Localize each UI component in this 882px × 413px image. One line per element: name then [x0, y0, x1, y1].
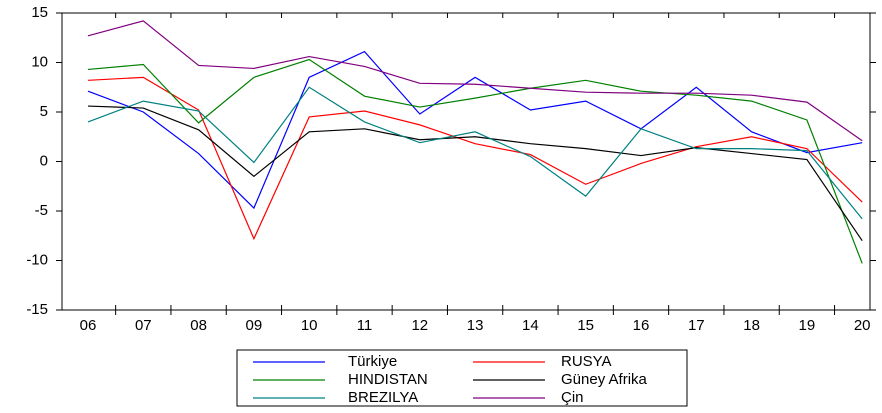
series-line — [87, 76, 863, 241]
x-tick-label: 14 — [522, 317, 539, 334]
x-tick-label: 11 — [357, 317, 373, 334]
x-tick-label: 12 — [411, 317, 428, 334]
x-tick-label: 13 — [467, 317, 484, 334]
plot-frame — [61, 12, 871, 311]
x-tick-label: 17 — [688, 317, 705, 334]
y-tick-label: 5 — [40, 103, 48, 120]
series-line — [87, 20, 863, 142]
legend-label: BREZILYA — [348, 389, 418, 406]
series-line — [87, 86, 863, 220]
x-tick-label: 16 — [633, 317, 650, 334]
x-tick-label: 07 — [135, 317, 152, 334]
x-tick-label: 08 — [190, 317, 207, 334]
series-line — [87, 50, 863, 210]
legend-label: RUSYA — [561, 353, 612, 370]
legend-box — [236, 349, 688, 407]
legend-label: Güney Afrika — [561, 371, 648, 388]
x-tick-label: 18 — [743, 317, 760, 334]
x-tick-label: 19 — [799, 317, 816, 334]
y-tick-label: 10 — [31, 53, 48, 70]
x-tick-label: 15 — [577, 317, 594, 334]
x-tick-label: 20 — [854, 317, 871, 334]
series-line — [87, 105, 863, 242]
y-tick-label: 15 — [31, 4, 48, 21]
series-line — [87, 58, 863, 264]
y-tick-label: -10 — [26, 251, 48, 268]
y-tick-label: -5 — [35, 202, 48, 219]
y-tick-label: -15 — [26, 301, 48, 318]
x-tick-label: 06 — [80, 317, 97, 334]
x-tick-label: 10 — [301, 317, 318, 334]
legend-label: Türkiye — [348, 353, 397, 370]
legend-label: Çin — [561, 389, 584, 406]
legend-label: HINDISTAN — [348, 371, 428, 388]
x-tick-label: 09 — [246, 317, 263, 334]
y-tick-label: 0 — [40, 152, 48, 169]
